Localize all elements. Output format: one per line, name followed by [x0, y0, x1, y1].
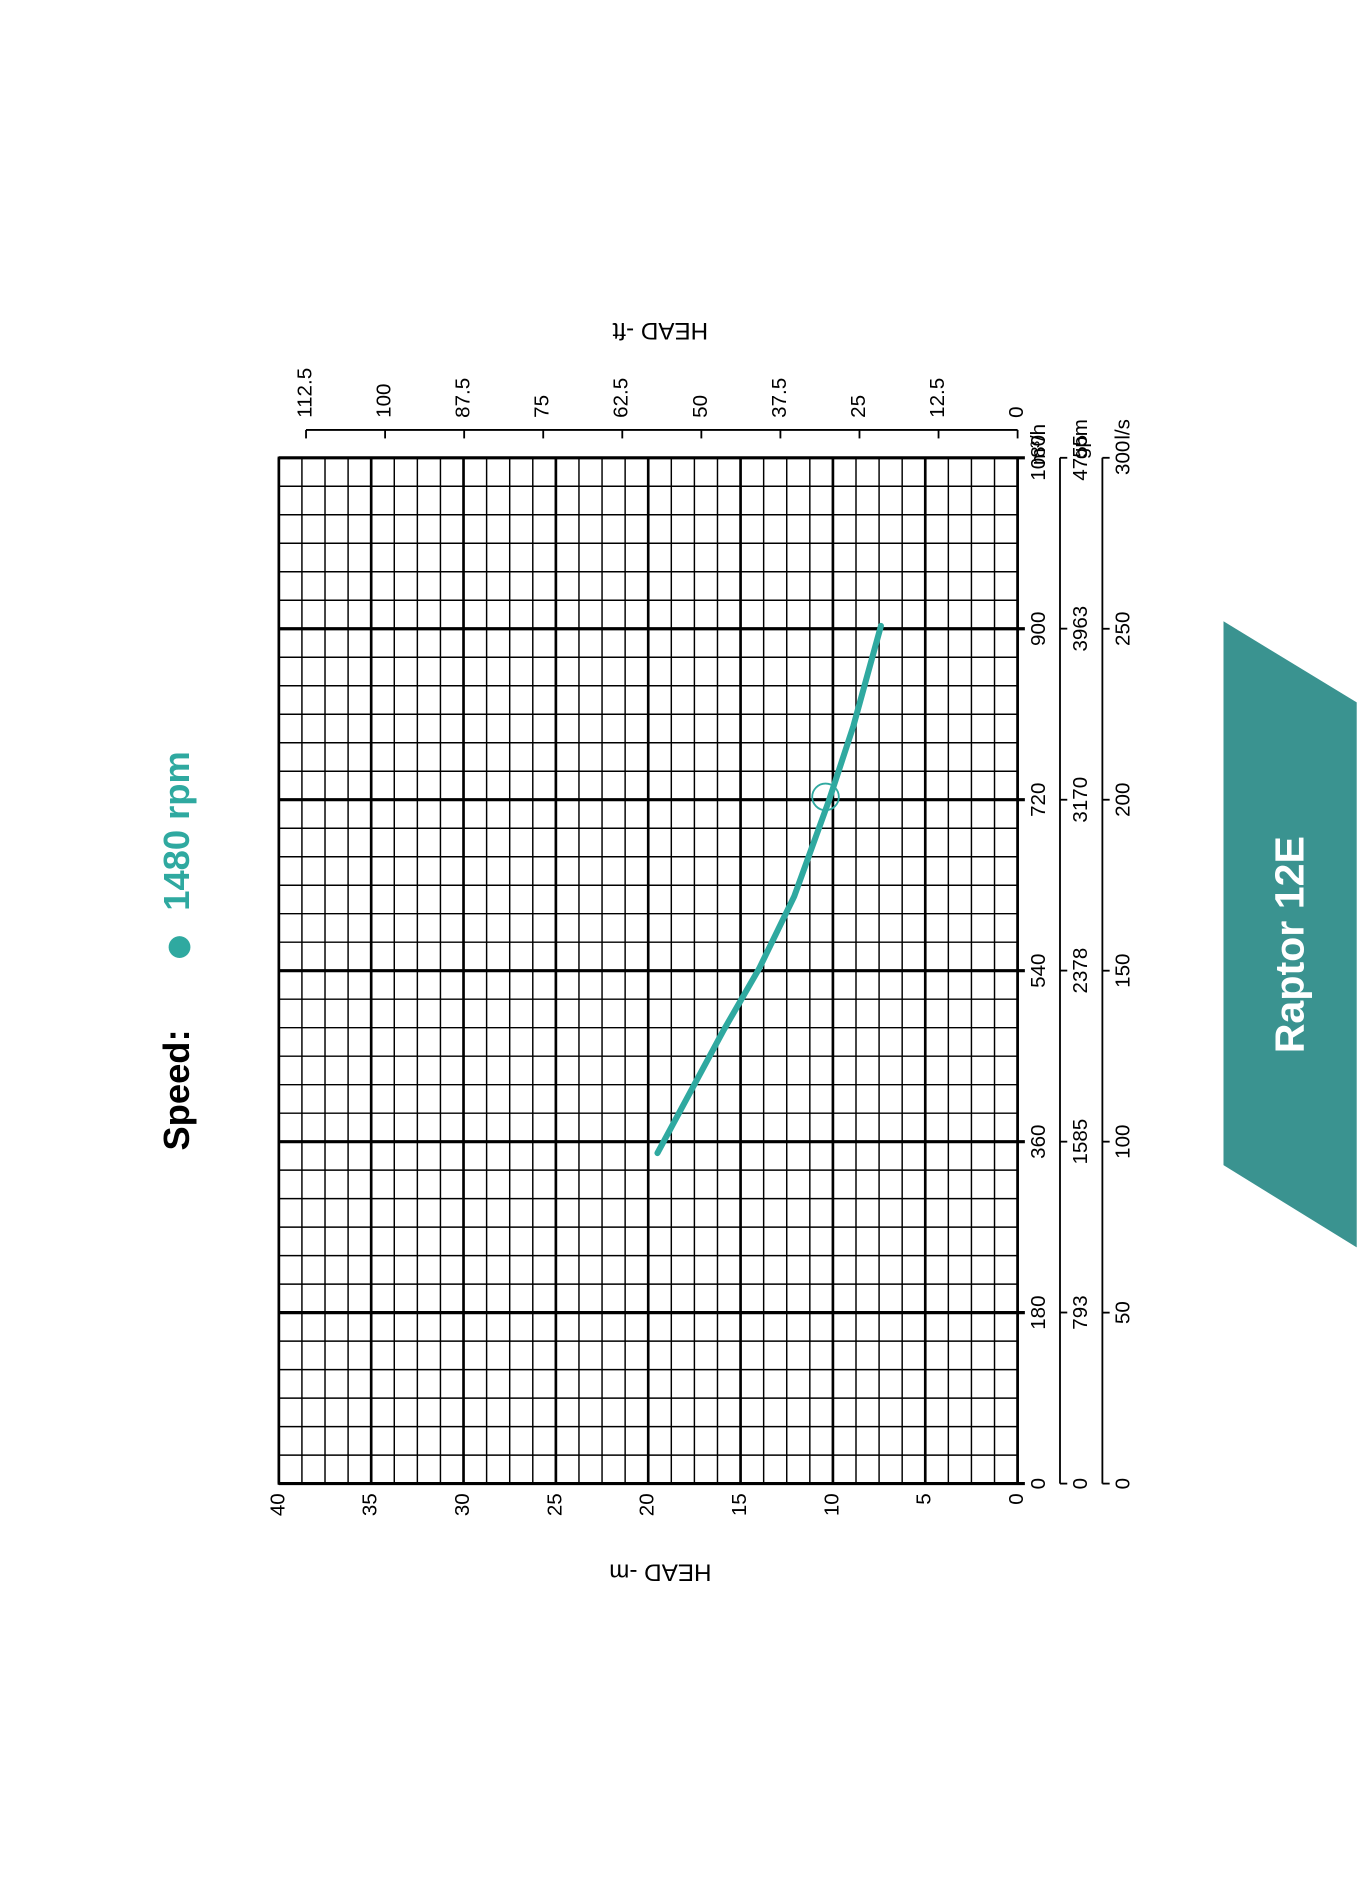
gpm_axis-tick-label: 4755: [1069, 435, 1092, 481]
y2-tick-label: 62.5: [610, 378, 633, 418]
y-tick-label: 35: [359, 1493, 382, 1516]
gpm_axis-tick-label: 3963: [1069, 606, 1092, 652]
y2-tick-label: 87.5: [452, 378, 475, 418]
y2-tick-label: 100: [373, 383, 396, 417]
ls_axis-tick-label: 50: [1112, 1301, 1135, 1324]
y2-tick-label: 0: [1005, 406, 1028, 417]
ls_axis-unit: l/s: [1112, 419, 1135, 440]
pump-curve: [654, 622, 884, 1157]
x-tick-label: 360: [1027, 1124, 1050, 1158]
ls_axis-tick-label: 300: [1112, 441, 1135, 475]
y-tick-label: 0: [1005, 1493, 1028, 1504]
ls_axis-tick-label: 200: [1112, 783, 1135, 817]
gpm_axis-tick-label: 0: [1069, 1478, 1092, 1489]
y-tick-label: 30: [451, 1493, 474, 1516]
y2-tick-label: 50: [689, 395, 712, 418]
y-tick-label: 5: [913, 1493, 936, 1504]
y2-axis-label: HEAD -ft: [612, 317, 708, 344]
gpm_axis-unit: gpm: [1069, 419, 1092, 459]
y-tick-label: 40: [266, 1493, 289, 1516]
x-tick-label: 540: [1027, 954, 1050, 988]
y2-tick-label: 75: [531, 395, 554, 418]
gpm_axis-tick-label: 1585: [1069, 1119, 1092, 1165]
y2-tick-label: 112.5: [293, 368, 316, 418]
y-tick-label: 25: [543, 1493, 566, 1516]
ls_axis-tick-label: 100: [1112, 1124, 1135, 1158]
legend-marker: [168, 936, 191, 958]
x-tick-label: 1080: [1027, 435, 1050, 481]
ls_axis-tick-label: 150: [1112, 954, 1135, 988]
ls_axis-tick-label: 250: [1112, 612, 1135, 646]
duty-point: [811, 782, 840, 812]
x-tick-label: 0: [1027, 1478, 1050, 1489]
product-banner: [1223, 621, 1357, 1248]
product-name: Raptor 12E: [1266, 836, 1312, 1053]
y2-tick-label: 25: [847, 395, 870, 418]
y-tick-label: 15: [728, 1493, 751, 1516]
gpm_axis-tick-label: 3170: [1069, 777, 1092, 823]
y-tick-label: 10: [820, 1493, 843, 1516]
ls_axis-tick-label: 0: [1112, 1478, 1135, 1489]
y2-tick-label: 37.5: [768, 378, 791, 418]
x-tick-label: 720: [1027, 783, 1050, 817]
y-axis-label: HEAD -m: [609, 1558, 711, 1585]
x-tick-label: 900: [1027, 612, 1050, 646]
x-unit-label: m³/h: [1027, 424, 1050, 465]
gpm_axis-tick-label: 793: [1069, 1295, 1092, 1329]
x-tick-label: 180: [1027, 1295, 1050, 1329]
gpm_axis-tick-label: 2378: [1069, 948, 1092, 994]
y2-tick-label: 12.5: [926, 378, 949, 418]
legend-title: Speed:: [156, 1029, 197, 1150]
legend-label: 1480 rpm: [156, 751, 197, 911]
y-tick-label: 20: [636, 1493, 659, 1516]
